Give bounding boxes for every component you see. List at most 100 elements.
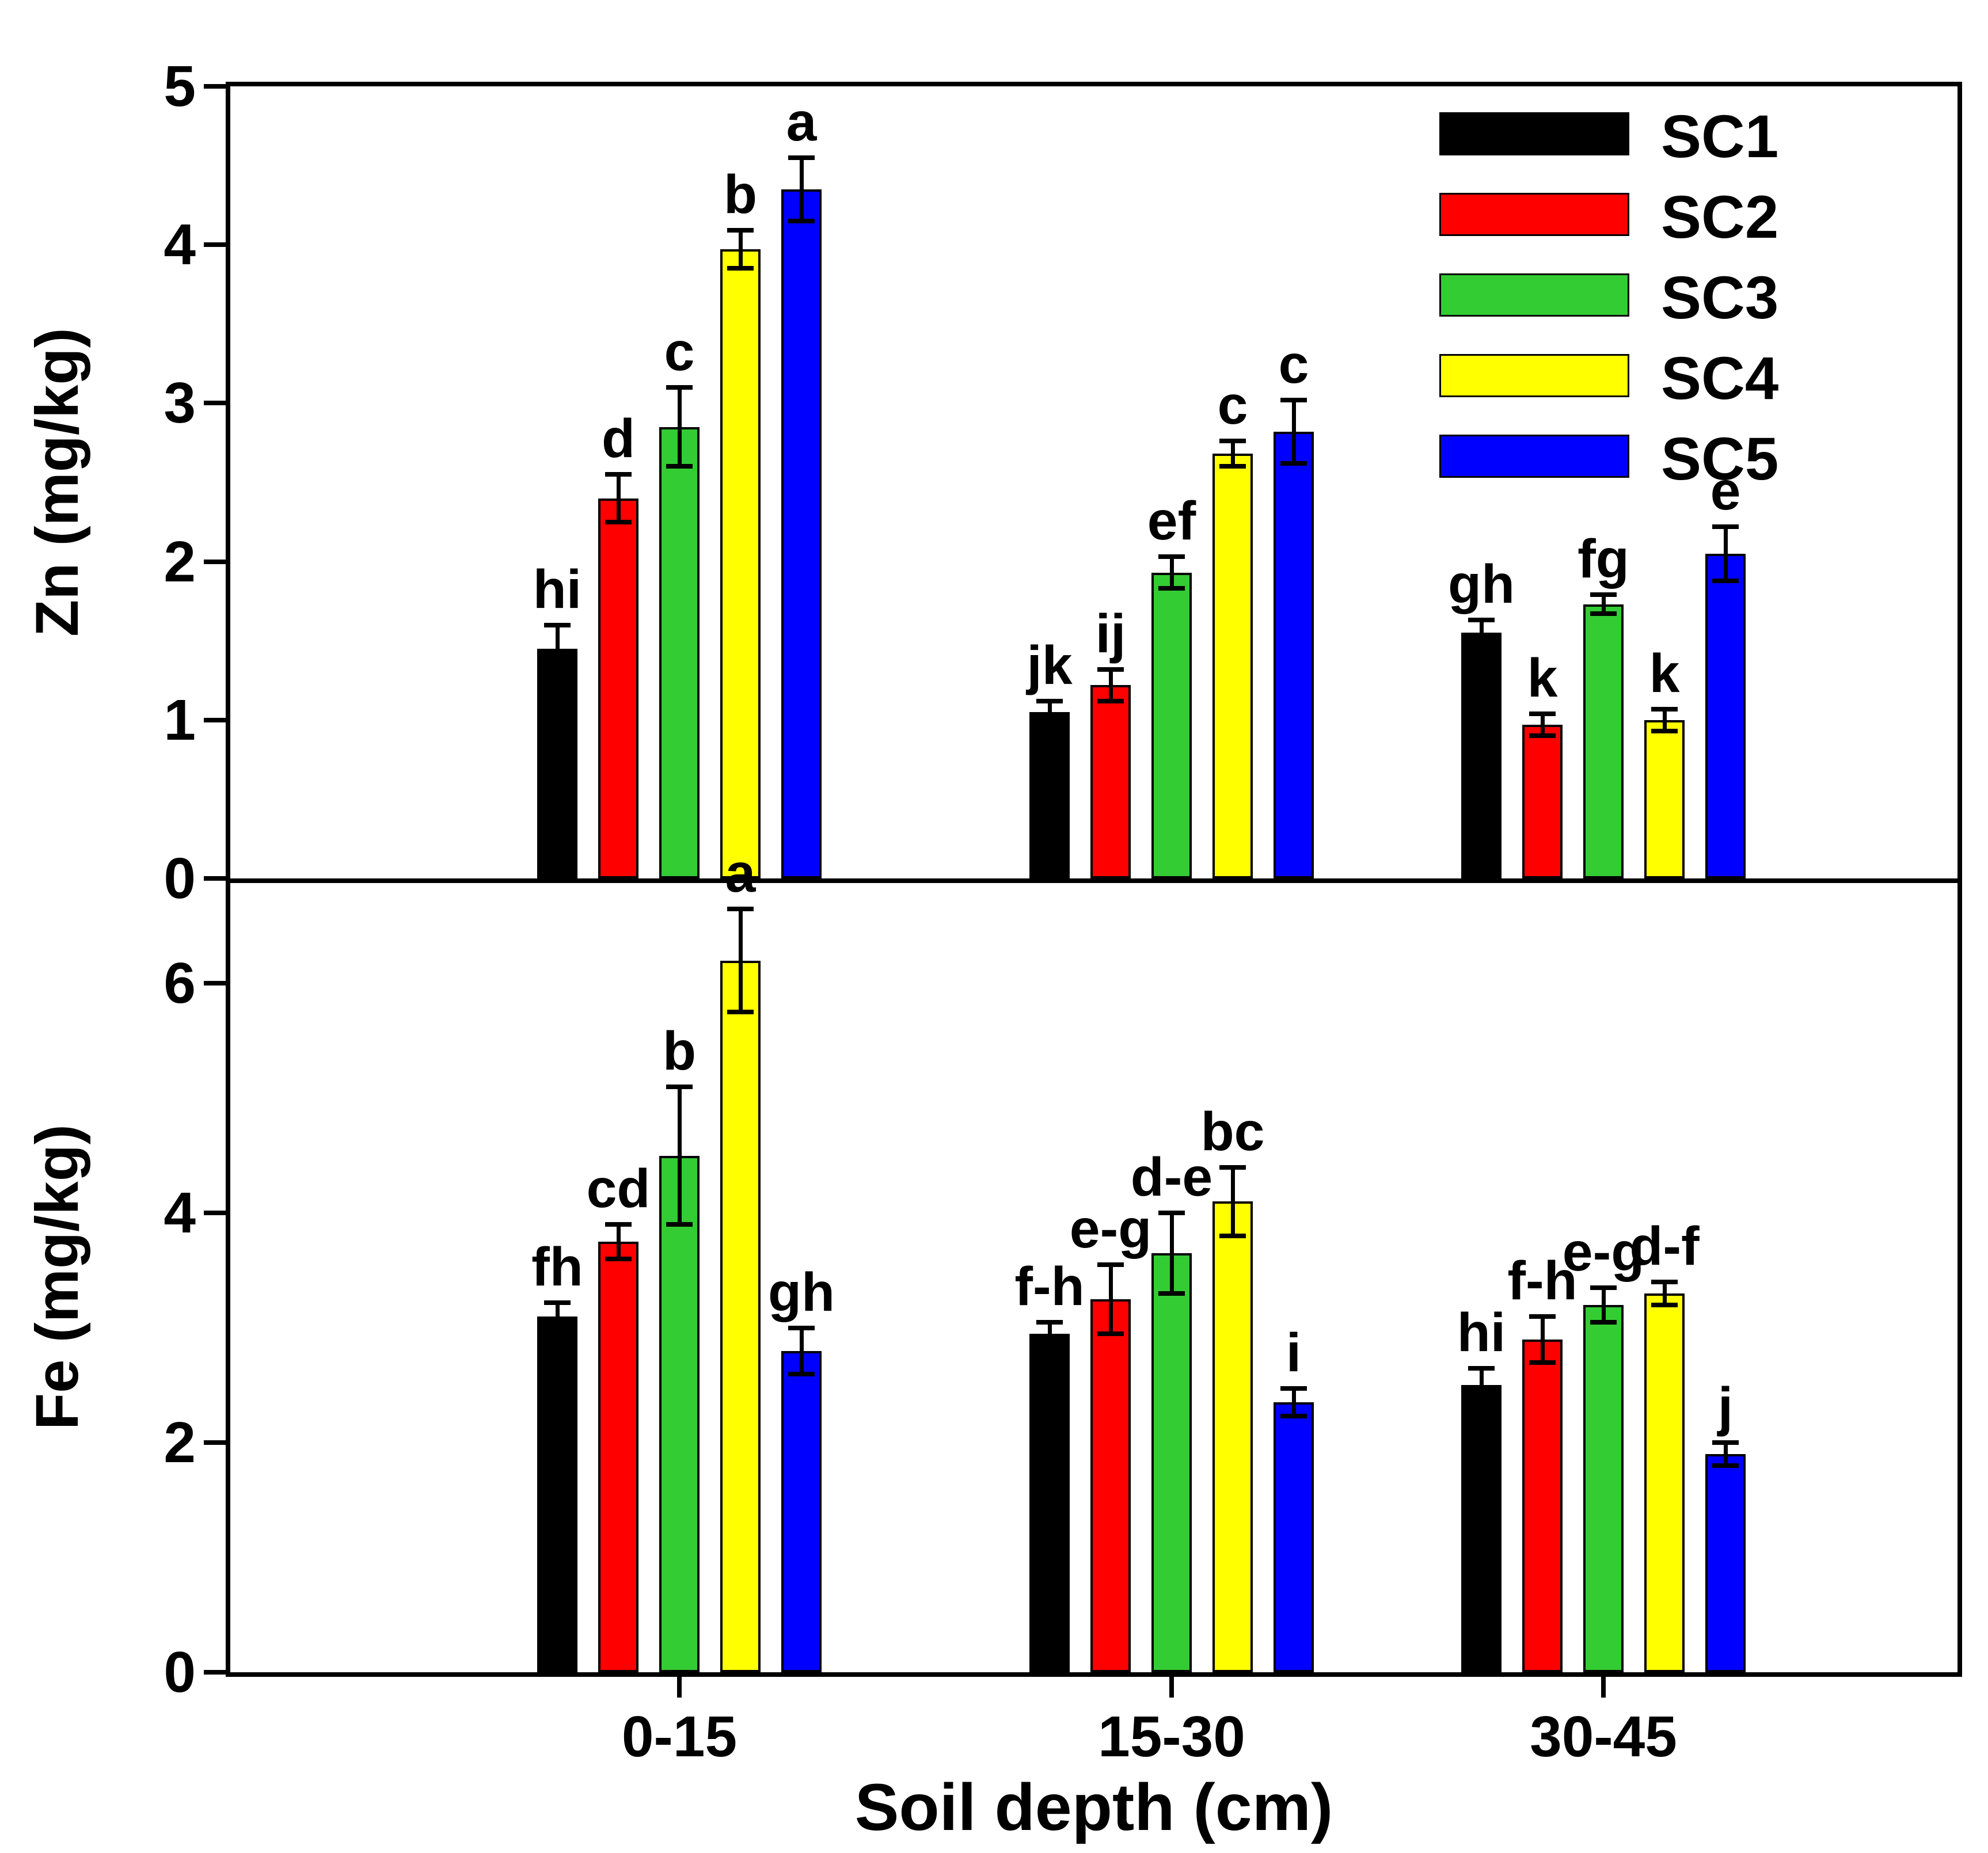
error-cap-bottom (1651, 1302, 1678, 1307)
y-tick (204, 876, 226, 881)
error-bar (1541, 713, 1545, 736)
bar-SC1-0-15 (537, 1316, 577, 1672)
bar-SC3-0-15 (659, 427, 700, 878)
zn-axis-title: Zn (mg/kg) (24, 328, 91, 637)
y-tick-label: 2 (164, 1410, 196, 1475)
fe-panel: 0 2 4 6 fh f-h hi cd e-g f-h b d-e e-g a bc d-f gh i j (164, 844, 1957, 1702)
sig-letter: ij (1095, 603, 1126, 664)
error-cap-bottom (1036, 1342, 1063, 1348)
error-bar (739, 908, 743, 1013)
bar-SC5-30-45 (1705, 553, 1746, 878)
bar-SC1-0-15 (537, 648, 577, 878)
error-cap-bottom (1468, 643, 1495, 648)
error-bar (1292, 399, 1296, 463)
error-cap-top (727, 228, 754, 233)
x-axis-title: Soil depth (cm) (854, 1771, 1333, 1844)
error-cap-bottom (1280, 461, 1307, 466)
error-bar (1663, 1281, 1667, 1305)
bar-SC3-30-45 (1583, 604, 1624, 878)
bar-SC1-30-45 (1461, 1385, 1502, 1672)
legend-label-SC5: SC5 (1661, 425, 1779, 493)
y-tick-label: 5 (164, 54, 196, 119)
sig-letter: j (1717, 1376, 1734, 1438)
sig-letter: bc (1200, 1101, 1265, 1162)
error-bar (1109, 1265, 1113, 1334)
legend-label-SC1: SC1 (1661, 103, 1779, 170)
x-tick (1601, 1677, 1606, 1698)
legend-label-SC2: SC2 (1661, 184, 1779, 251)
legend-label-SC4: SC4 (1661, 345, 1779, 412)
bar-SC2-15-30 (1090, 685, 1131, 878)
bar-SC2-0-15 (598, 498, 638, 878)
error-cap-bottom (605, 519, 632, 524)
bar-SC1-15-30 (1029, 1333, 1070, 1672)
bar-SC4-0-15 (720, 249, 761, 878)
sig-letter: jk (1027, 634, 1073, 696)
error-cap-bottom (1219, 1234, 1246, 1239)
bar-SC5-15-30 (1274, 1402, 1314, 1672)
error-cap-bottom (666, 464, 693, 469)
error-cap-bottom (1158, 586, 1185, 591)
y-tick-label: 4 (164, 212, 196, 277)
error-cap-top (605, 1222, 632, 1227)
sig-letter: hi (533, 558, 582, 620)
y-tick-label: 6 (164, 951, 196, 1016)
error-cap-top (1651, 706, 1678, 711)
error-bar (739, 230, 743, 269)
error-cap-top (1590, 1285, 1617, 1290)
error-bar (1109, 669, 1113, 701)
sig-letter: hi (1457, 1302, 1506, 1363)
panel-divider-line (226, 878, 1962, 883)
error-cap-bottom (1036, 721, 1063, 726)
error-bar (1231, 1167, 1235, 1236)
legend-label-SC3: SC3 (1661, 264, 1779, 332)
sig-letter: f-h (1014, 1255, 1085, 1317)
y-tick (204, 401, 226, 406)
error-bar (1724, 1443, 1728, 1466)
sig-letter: b (662, 1020, 697, 1082)
error-bar (617, 1224, 621, 1260)
error-cap-top (1097, 667, 1124, 672)
y-tick-label: 1 (164, 687, 196, 752)
bar-SC4-15-30 (1212, 1201, 1253, 1672)
bar-SC1-15-30 (1029, 712, 1070, 878)
bar-SC4-30-45 (1644, 720, 1685, 878)
legend-swatch-SC4 (1439, 354, 1629, 397)
y-tick (204, 242, 226, 248)
error-cap-bottom (788, 1371, 815, 1376)
error-bar (1292, 1388, 1296, 1417)
error-cap-top (1280, 1386, 1307, 1391)
error-cap-top (1590, 592, 1617, 598)
error-bar (556, 625, 560, 673)
bar-SC5-30-45 (1705, 1454, 1746, 1672)
bar-SC3-15-30 (1151, 572, 1192, 878)
sig-letter: c (664, 321, 695, 382)
y-tick (204, 1440, 226, 1445)
error-cap-bottom (1280, 1414, 1307, 1419)
error-cap-top (1712, 524, 1739, 530)
frame-bottom-axis (226, 1672, 1962, 1677)
error-bar (800, 157, 804, 221)
error-cap-top (1529, 1314, 1556, 1319)
error-cap-bottom (1219, 464, 1246, 469)
bar-SC1-30-45 (1461, 633, 1502, 878)
error-cap-top (788, 1325, 815, 1330)
error-cap-top (1219, 1165, 1246, 1170)
bar-SC2-15-30 (1090, 1299, 1131, 1672)
sig-letter: e-g (1069, 1198, 1152, 1260)
error-bar (1170, 557, 1174, 589)
y-tick (204, 559, 226, 564)
error-cap-top (544, 622, 571, 627)
error-bar (617, 474, 621, 522)
sig-letter: e (1710, 461, 1741, 522)
x-tick (1169, 1677, 1174, 1698)
error-bar (1480, 1368, 1484, 1403)
bar-SC5-0-15 (781, 189, 822, 878)
legend-swatch-SC2 (1439, 193, 1629, 236)
error-cap-bottom (1097, 698, 1124, 703)
error-bar (678, 387, 682, 467)
error-cap-top (1219, 439, 1246, 444)
bar-SC3-30-45 (1583, 1304, 1624, 1672)
error-bar (1231, 441, 1235, 467)
error-cap-top (1158, 554, 1185, 560)
